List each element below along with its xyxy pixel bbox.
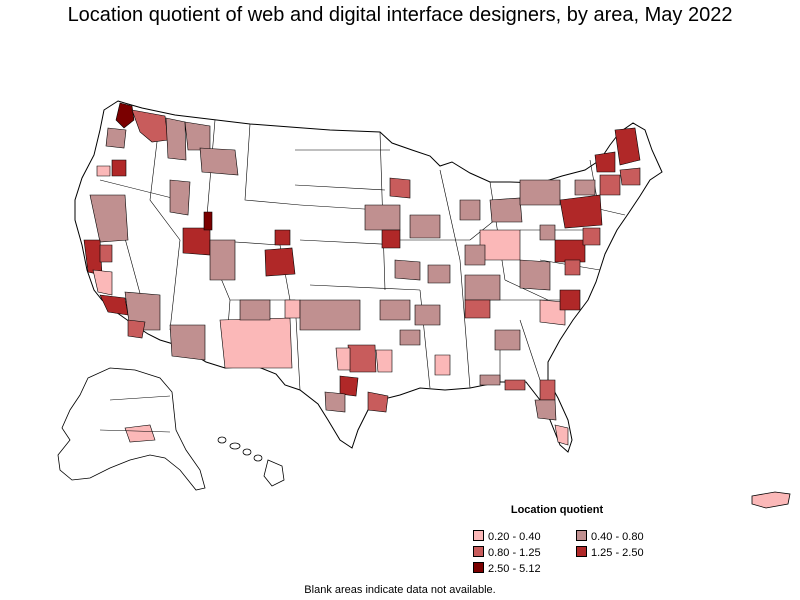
legend-title: Location quotient [510,504,604,516]
legend-swatch-3 [473,546,484,557]
puerto-rico [751,491,791,509]
legend-item-3: 0.80 - 1.25 [473,546,541,560]
alaska-area [124,424,156,443]
legend-item-5: 2.50 - 5.12 [473,562,541,576]
lq-areas [83,102,641,446]
legend-label-3: 0.80 - 1.25 [488,547,541,559]
footnote: Blank areas indicate data not available. [304,584,496,596]
hawaii-islands [217,436,285,487]
legend-label-1: 0.20 - 0.40 [488,531,541,543]
legend-label-4: 1.25 - 2.50 [591,547,644,559]
legend-item-1: 0.20 - 0.40 [473,530,541,544]
legend-item-4: 1.25 - 2.50 [576,546,644,560]
legend-swatch-4 [576,546,587,557]
legend-label-2: 0.40 - 0.80 [591,531,644,543]
us-outline [74,100,663,453]
legend-swatch-2 [576,530,587,541]
legend-swatch-1 [473,530,484,541]
legend-swatch-5 [473,562,484,573]
legend-item-2: 0.40 - 0.80 [576,530,644,544]
map-title: Location quotient of web and digital int… [67,4,733,26]
legend-label-5: 2.50 - 5.12 [488,563,541,575]
